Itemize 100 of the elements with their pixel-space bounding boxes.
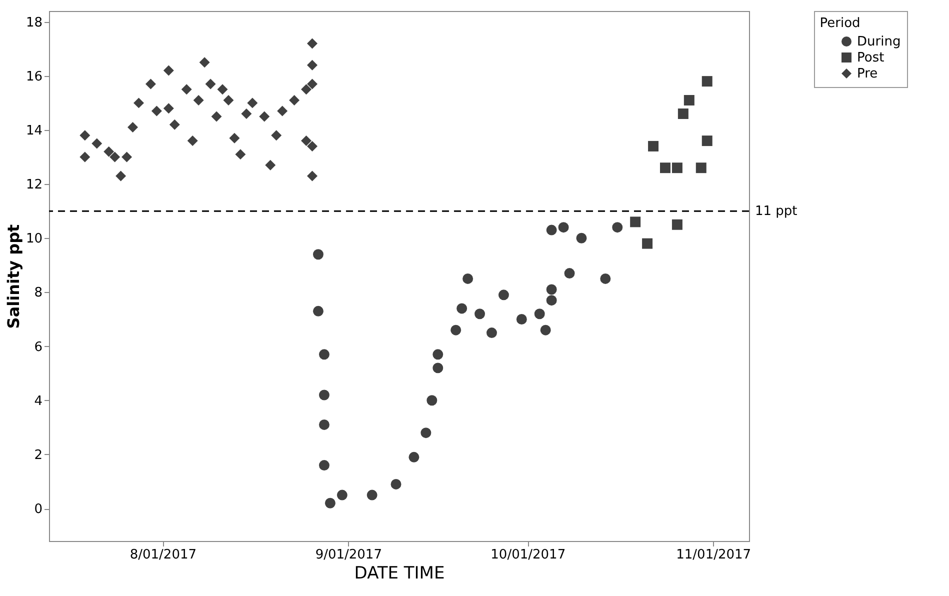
- point: [426, 395, 438, 406]
- point: [318, 460, 330, 471]
- point: [163, 65, 174, 76]
- point: [187, 136, 198, 146]
- point: [307, 38, 318, 49]
- point: [432, 362, 444, 374]
- point: [702, 76, 712, 87]
- point: [307, 170, 318, 182]
- y-tick-label: 6: [34, 340, 42, 355]
- point: [217, 84, 228, 95]
- x-tick-label: 10/01/2017: [490, 548, 566, 562]
- x-tick-label: 11/01/2017: [676, 548, 752, 562]
- point: [486, 328, 497, 338]
- x-tick-label: 9/01/2017: [315, 548, 382, 562]
- point: [277, 106, 288, 116]
- legend-label: During: [857, 34, 901, 50]
- point: [312, 306, 324, 316]
- point: [307, 60, 318, 70]
- point: [181, 84, 192, 95]
- point: [80, 130, 90, 141]
- point: [630, 216, 641, 228]
- point: [235, 149, 246, 160]
- point: [134, 98, 144, 108]
- point: [318, 349, 330, 360]
- y-tick-label: 4: [34, 394, 42, 409]
- point: [600, 273, 611, 284]
- x-axis-title: DATE TIME: [354, 564, 445, 584]
- y-tick-label: 14: [26, 123, 42, 138]
- point: [420, 428, 432, 438]
- y-tick-label: 16: [26, 69, 42, 84]
- point: [92, 138, 102, 149]
- x-tick-label: 8/01/2017: [130, 548, 197, 562]
- point: [684, 94, 694, 106]
- y-tick-label: 18: [26, 15, 42, 30]
- point: [558, 222, 569, 233]
- point: [169, 119, 180, 130]
- point: [205, 78, 216, 90]
- y-tick-label: 2: [34, 448, 42, 463]
- point: [307, 140, 318, 152]
- point: [104, 146, 114, 157]
- point: [390, 478, 402, 490]
- legend-label: Post: [857, 50, 884, 66]
- point: [80, 152, 90, 162]
- point: [301, 136, 312, 146]
- point: [128, 122, 138, 133]
- point: [223, 94, 234, 106]
- point: [289, 94, 300, 106]
- point: [193, 94, 204, 106]
- point: [408, 452, 420, 462]
- point: [247, 98, 258, 108]
- point: [660, 162, 670, 174]
- point: [450, 324, 462, 336]
- point: [211, 111, 222, 122]
- point: [122, 152, 132, 162]
- point: [672, 219, 682, 230]
- point: [432, 349, 444, 360]
- point: [259, 111, 270, 122]
- point: [271, 130, 282, 141]
- point: [199, 57, 210, 68]
- point: [564, 268, 575, 279]
- ref-line-label: 11 ppt: [755, 204, 798, 220]
- point: [265, 160, 276, 170]
- point: [110, 152, 120, 162]
- point: [546, 295, 557, 306]
- y-tick-label: 0: [34, 502, 42, 518]
- y-tick-label: 10: [26, 232, 42, 247]
- point: [241, 108, 252, 119]
- point: [462, 273, 474, 284]
- y-tick-label: 12: [26, 178, 42, 193]
- point: [648, 140, 659, 152]
- point: [366, 490, 378, 500]
- point: [163, 103, 174, 114]
- point: [145, 78, 156, 90]
- point: [312, 249, 324, 260]
- legend-title: Period: [820, 16, 860, 31]
- y-tick-label: 8: [34, 286, 42, 301]
- point: [546, 284, 557, 295]
- point: [301, 84, 312, 95]
- point: [696, 162, 706, 174]
- point: [576, 232, 587, 244]
- point: [318, 419, 330, 430]
- y-axis-title: Salinity ppt: [4, 224, 23, 329]
- point: [498, 290, 509, 300]
- point: [642, 238, 653, 249]
- point: [516, 314, 527, 324]
- point: [534, 308, 545, 320]
- point: [151, 106, 162, 116]
- point: [678, 108, 688, 119]
- point: [612, 222, 623, 233]
- point: [307, 78, 318, 90]
- point: [546, 224, 557, 236]
- legend-label: Pre: [857, 66, 878, 82]
- point: [229, 132, 240, 144]
- point: [318, 390, 330, 400]
- point: [336, 490, 348, 500]
- point: [672, 162, 682, 174]
- point: [540, 324, 551, 336]
- point: [324, 498, 336, 508]
- point: [702, 136, 712, 146]
- point: [116, 170, 126, 182]
